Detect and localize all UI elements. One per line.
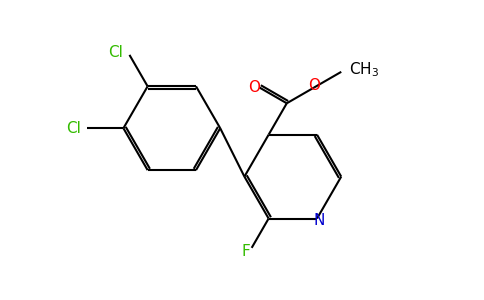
Text: F: F bbox=[242, 244, 250, 259]
Text: O: O bbox=[248, 80, 260, 95]
Text: N: N bbox=[314, 213, 325, 228]
Text: Cl: Cl bbox=[108, 45, 123, 60]
Text: CH$_3$: CH$_3$ bbox=[348, 60, 378, 79]
Text: O: O bbox=[308, 78, 320, 93]
Text: Cl: Cl bbox=[66, 121, 81, 136]
